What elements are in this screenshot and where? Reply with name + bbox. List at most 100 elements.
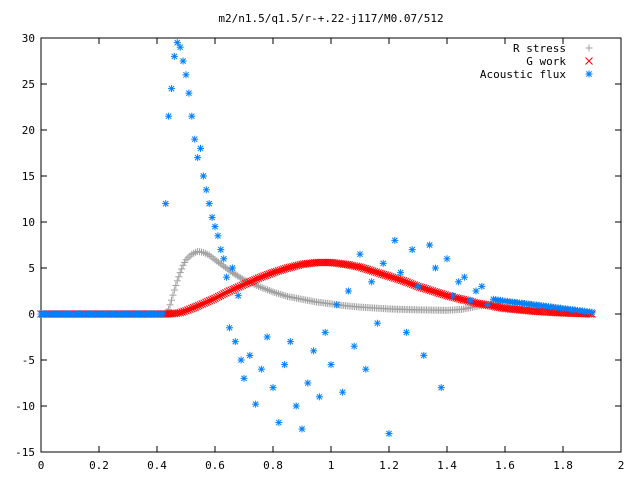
data-point bbox=[271, 288, 279, 296]
data-point bbox=[216, 291, 225, 300]
data-point bbox=[368, 278, 376, 286]
x-tick-label: 1 bbox=[328, 459, 335, 472]
data-point bbox=[420, 351, 428, 359]
data-point bbox=[339, 388, 347, 396]
legend-marker bbox=[585, 70, 593, 78]
data-point bbox=[168, 85, 175, 93]
x-tick-label: 1.2 bbox=[379, 459, 399, 472]
data-point bbox=[237, 356, 245, 364]
data-point bbox=[205, 200, 213, 208]
y-tick-label: 10 bbox=[22, 216, 35, 229]
legend-label: G work bbox=[526, 55, 566, 68]
data-point bbox=[437, 384, 445, 392]
legend-label: Acoustic flux bbox=[480, 68, 566, 81]
data-point bbox=[217, 246, 225, 254]
data-point bbox=[304, 379, 312, 387]
data-point bbox=[218, 290, 227, 299]
data-point bbox=[281, 361, 289, 369]
data-point bbox=[263, 333, 271, 341]
data-point bbox=[234, 292, 242, 300]
data-point bbox=[449, 292, 457, 300]
data-point bbox=[184, 306, 192, 314]
data-point bbox=[344, 287, 352, 295]
y-tick-label: 5 bbox=[28, 262, 35, 275]
data-point bbox=[211, 294, 219, 303]
data-point bbox=[199, 172, 207, 180]
data-point bbox=[292, 402, 300, 410]
data-point bbox=[197, 144, 204, 152]
data-point bbox=[278, 291, 286, 299]
data-point bbox=[231, 338, 239, 346]
data-point bbox=[220, 289, 228, 298]
data-point bbox=[274, 290, 282, 298]
data-point bbox=[201, 249, 209, 257]
data-point bbox=[269, 384, 277, 392]
y-tick-label: 30 bbox=[22, 32, 35, 45]
x-tick-label: 0.4 bbox=[147, 459, 167, 472]
data-point bbox=[182, 306, 190, 315]
data-point bbox=[222, 288, 230, 297]
data-point bbox=[240, 374, 248, 382]
data-point bbox=[208, 213, 216, 221]
y-tick-label: -5 bbox=[22, 354, 35, 367]
data-point bbox=[276, 290, 284, 298]
data-point bbox=[255, 282, 262, 290]
data-point bbox=[178, 265, 186, 273]
data-point bbox=[185, 89, 193, 97]
data-point bbox=[327, 361, 335, 369]
data-point bbox=[282, 292, 290, 300]
data-point bbox=[214, 292, 223, 301]
data-point bbox=[176, 43, 184, 51]
x-tick-label: 0.8 bbox=[263, 459, 283, 472]
data-point bbox=[170, 286, 178, 294]
data-point bbox=[298, 425, 306, 433]
data-point bbox=[472, 287, 480, 295]
legend-entry: G work bbox=[526, 55, 593, 68]
series-g-work bbox=[37, 258, 596, 318]
legend-entry: Acoustic flux bbox=[480, 68, 593, 81]
data-point bbox=[228, 264, 236, 272]
data-point bbox=[466, 296, 474, 304]
data-point bbox=[312, 258, 321, 267]
data-point bbox=[431, 264, 439, 272]
data-point bbox=[165, 112, 173, 120]
data-point bbox=[460, 273, 468, 281]
data-point bbox=[220, 255, 228, 263]
data-point bbox=[260, 284, 268, 292]
data-point bbox=[162, 200, 170, 208]
data-point bbox=[588, 308, 596, 316]
data-point bbox=[212, 293, 221, 302]
data-point bbox=[316, 258, 324, 267]
data-point bbox=[408, 246, 416, 254]
data-point bbox=[191, 135, 199, 143]
data-point bbox=[194, 154, 202, 162]
data-point bbox=[273, 289, 281, 297]
data-point bbox=[159, 310, 167, 318]
data-point bbox=[182, 71, 190, 79]
data-point bbox=[211, 223, 219, 231]
data-point bbox=[169, 291, 177, 299]
data-point bbox=[257, 365, 265, 373]
data-point bbox=[286, 338, 294, 346]
x-tick-label: 1.8 bbox=[553, 459, 573, 472]
data-point bbox=[373, 319, 381, 327]
data-point bbox=[265, 287, 273, 295]
y-tick-label: 25 bbox=[22, 78, 35, 91]
data-point bbox=[175, 273, 183, 281]
data-point bbox=[202, 186, 210, 194]
y-tick-label: 20 bbox=[22, 124, 35, 137]
legend-marker bbox=[585, 57, 593, 65]
data-point bbox=[356, 250, 364, 258]
x-tick-label: 2 bbox=[618, 459, 625, 472]
plot-area bbox=[37, 39, 596, 438]
data-point bbox=[478, 282, 486, 290]
data-point bbox=[179, 57, 187, 65]
data-point bbox=[176, 269, 184, 277]
data-point bbox=[223, 273, 231, 281]
data-point bbox=[318, 258, 326, 267]
data-point bbox=[484, 301, 492, 309]
data-point bbox=[264, 286, 272, 294]
data-point bbox=[414, 282, 422, 290]
data-point bbox=[275, 419, 283, 427]
